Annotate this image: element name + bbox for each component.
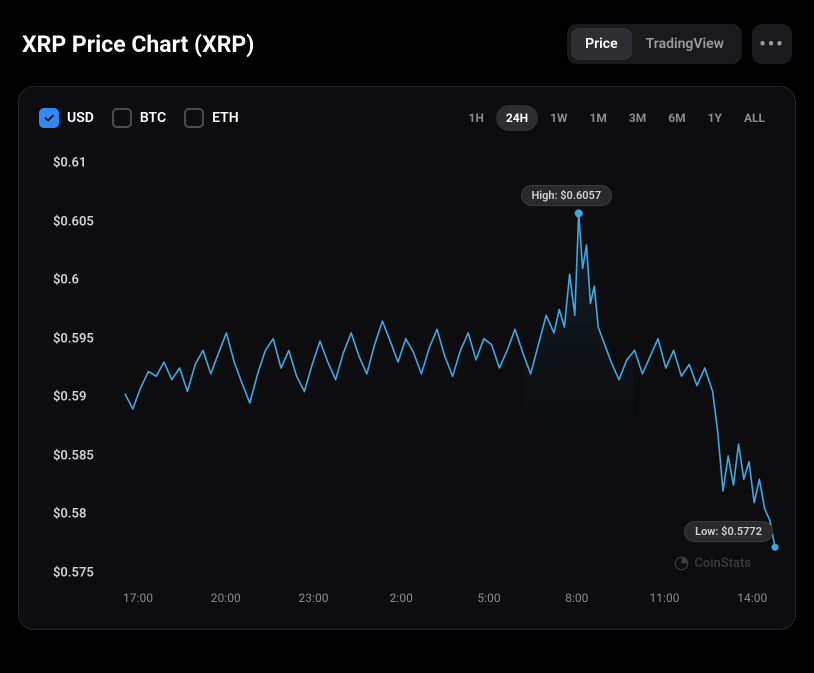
chart-controls: USD BTC ETH 1H24H1W1M3M6M1YALL <box>35 105 779 131</box>
y-axis-label: $0.585 <box>53 448 94 463</box>
currency-usd[interactable]: USD <box>39 108 94 128</box>
y-axis-label: $0.61 <box>53 156 86 171</box>
y-axis-label: $0.59 <box>53 390 86 405</box>
tab-price[interactable]: Price <box>571 28 632 60</box>
x-axis-label: 8:00 <box>565 591 588 605</box>
range-6m[interactable]: 6M <box>658 105 695 131</box>
check-icon <box>43 112 55 124</box>
y-axis-label: $0.605 <box>53 214 94 229</box>
range-24h[interactable]: 24H <box>496 105 538 131</box>
price-line-chart <box>35 153 779 613</box>
y-axis-label: $0.58 <box>53 507 86 522</box>
chart-card: USD BTC ETH 1H24H1W1M3M6M1YALL CoinStats $… <box>18 86 796 630</box>
currency-label: ETH <box>212 110 239 126</box>
y-axis-label: $0.595 <box>53 331 94 346</box>
watermark-label: CoinStats <box>694 556 751 571</box>
currency-group: USD BTC ETH <box>39 108 239 128</box>
y-axis-label: $0.575 <box>53 566 94 581</box>
x-axis-label: 11:00 <box>650 591 680 605</box>
x-axis-label: 17:00 <box>123 591 153 605</box>
currency-label: USD <box>67 110 94 126</box>
range-3m[interactable]: 3M <box>619 105 656 131</box>
header-controls: PriceTradingView ••• <box>567 24 792 64</box>
checkbox-usd[interactable] <box>39 108 59 128</box>
more-button[interactable]: ••• <box>752 24 792 64</box>
range-1h[interactable]: 1H <box>458 105 493 131</box>
x-axis-label: 2:00 <box>390 591 413 605</box>
range-1y[interactable]: 1Y <box>698 105 732 131</box>
x-axis-label: 5:00 <box>477 591 500 605</box>
checkbox-eth[interactable] <box>184 108 204 128</box>
checkbox-btc[interactable] <box>112 108 132 128</box>
watermark: CoinStats <box>674 556 751 571</box>
range-group: 1H24H1W1M3M6M1YALL <box>458 105 775 131</box>
page-title: XRP Price Chart (XRP) <box>22 31 254 58</box>
high-badge: High: $0.6057 <box>521 185 613 206</box>
tab-tradingview[interactable]: TradingView <box>632 28 738 60</box>
y-axis-label: $0.6 <box>53 273 79 288</box>
currency-btc[interactable]: BTC <box>112 108 166 128</box>
x-axis-label: 14:00 <box>737 591 767 605</box>
currency-eth[interactable]: ETH <box>184 108 239 128</box>
header: XRP Price Chart (XRP) PriceTradingView •… <box>18 12 796 68</box>
chart-area: CoinStats $0.61 $0.605 $0.6 $0.595 $0.59 $0.5… <box>35 153 779 613</box>
coinstats-icon <box>674 556 689 571</box>
range-all[interactable]: ALL <box>734 105 775 131</box>
x-axis-label: 23:00 <box>299 591 329 605</box>
range-1w[interactable]: 1W <box>540 105 577 131</box>
range-1m[interactable]: 1M <box>579 105 616 131</box>
x-axis-label: 20:00 <box>211 591 241 605</box>
low-badge: Low: $0.5772 <box>684 521 773 542</box>
currency-label: BTC <box>140 110 166 126</box>
view-tabs: PriceTradingView <box>567 24 742 64</box>
